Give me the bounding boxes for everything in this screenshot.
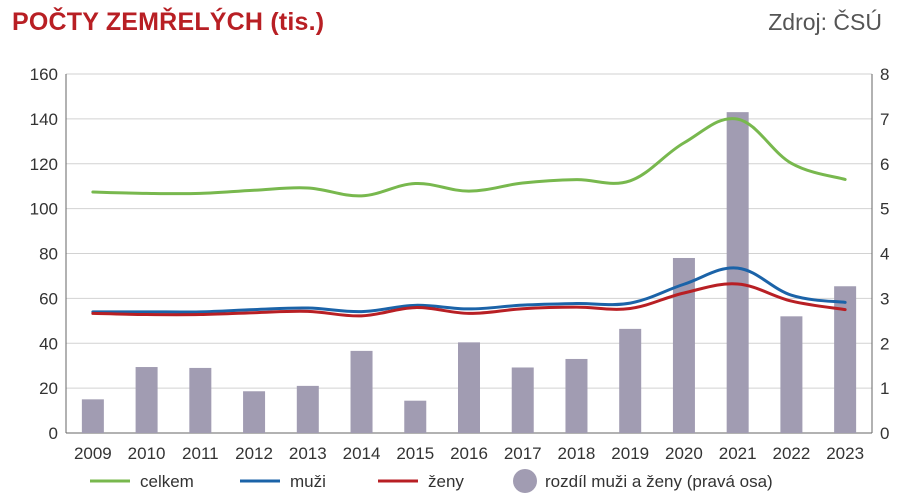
x-tick-label: 2016: [450, 444, 488, 463]
y-tick-label-left: 80: [39, 245, 58, 264]
bar-rozdil: [135, 367, 158, 433]
y-tick-label-left: 140: [30, 110, 58, 129]
x-tick-label: 2021: [719, 444, 757, 463]
y-tick-label-right: 6: [880, 155, 889, 174]
y-tick-label-right: 3: [880, 289, 889, 308]
x-tick-label: 2012: [235, 444, 273, 463]
bar-rozdil: [243, 391, 266, 433]
y-tick-label-left: 0: [49, 424, 58, 443]
y-tick-label-left: 60: [39, 289, 58, 308]
x-tick-label: 2009: [74, 444, 112, 463]
chart-title: POČTY ZEMŘELÝCH (tis.): [12, 8, 325, 36]
bar-rozdil: [726, 112, 749, 434]
x-tick-label: 2015: [396, 444, 434, 463]
legend-rozdil-swatch: [513, 469, 537, 493]
y-tick-label-left: 40: [39, 334, 58, 353]
legend-celkem-label: celkem: [140, 472, 194, 491]
legend-muzi-label: muži: [290, 472, 326, 491]
y-tick-label-right: 0: [880, 424, 889, 443]
y-tick-label-right: 8: [880, 65, 889, 84]
bar-rozdil: [619, 328, 642, 433]
bar-rozdil: [81, 399, 104, 433]
x-tick-label: 2014: [343, 444, 381, 463]
bar-rozdil: [350, 350, 373, 433]
x-tick-label: 2017: [504, 444, 542, 463]
y-tick-label-left: 20: [39, 379, 58, 398]
bar-rozdil: [780, 316, 803, 433]
bar-rozdil: [296, 385, 319, 433]
x-tick-label: 2010: [128, 444, 166, 463]
x-tick-label: 2018: [558, 444, 596, 463]
y-tick-label-right: 5: [880, 200, 889, 219]
x-tick-label: 2023: [826, 444, 864, 463]
x-tick-label: 2022: [772, 444, 810, 463]
y-tick-label-left: 100: [30, 200, 58, 219]
legend-zeny-label: ženy: [428, 472, 464, 491]
x-tick-label: 2013: [289, 444, 327, 463]
source-label: Zdroj: ČSÚ: [768, 9, 882, 35]
x-tick-label: 2011: [182, 444, 219, 463]
line-celkem: [91, 117, 847, 198]
bar-rozdil: [458, 342, 480, 433]
y-tick-label-left: 120: [30, 155, 58, 174]
legend-rozdil-label: rozdíl muži a ženy (pravá osa): [545, 472, 773, 491]
bar-rozdil: [404, 400, 427, 433]
y-tick-label-right: 7: [880, 110, 889, 129]
y-tick-label-left: 160: [30, 65, 58, 84]
line-zeny: [91, 282, 847, 318]
y-tick-label-right: 1: [880, 379, 889, 398]
bar-rozdil: [511, 367, 534, 433]
bar-rozdil: [565, 358, 588, 433]
x-tick-label: 2020: [665, 444, 703, 463]
y-tick-label-right: 2: [880, 334, 889, 353]
x-tick-label: 2019: [611, 444, 649, 463]
bar-rozdil: [834, 286, 857, 433]
line-muzi: [91, 266, 847, 314]
bar-rozdil: [672, 257, 695, 433]
bar-rozdil: [189, 367, 212, 433]
y-tick-label-right: 4: [880, 245, 889, 264]
